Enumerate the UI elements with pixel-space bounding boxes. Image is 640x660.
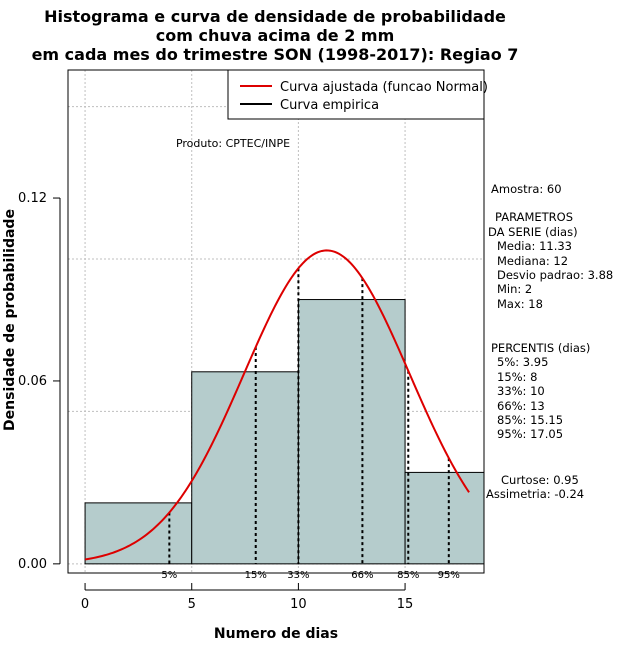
histogram-bars xyxy=(84,299,485,565)
histogram-bar xyxy=(191,371,299,565)
stat-amostra: Amostra: 60 xyxy=(491,182,562,196)
percentile-label: 95% xyxy=(438,570,460,581)
stat-media: Media: 11.33 xyxy=(497,239,572,253)
fitted-curve xyxy=(84,249,470,561)
stat-p85: 85%: 15.15 xyxy=(497,413,563,427)
percentile-label: 85% xyxy=(397,570,419,581)
product-annotation: Produto: CPTEC/INPE xyxy=(176,137,290,150)
x-tick-label: 0 xyxy=(81,597,89,612)
stats-panel: Amostra: 60 PARAMETROS DA SERIE (dias) M… xyxy=(486,182,613,501)
stat-p5: 5%: 3.95 xyxy=(497,355,548,369)
histogram-bar xyxy=(404,471,485,565)
stat-percentis-header: PERCENTIS (dias) xyxy=(491,341,590,355)
fitted-normal-curve xyxy=(84,249,470,561)
y-axis-title: Densidade de probabilidade xyxy=(2,209,18,431)
y-tick-label: 0.06 xyxy=(18,374,47,389)
percentile-label: 15% xyxy=(245,570,267,581)
chart-title-line-2: com chuva acima de 2 mm xyxy=(156,26,395,45)
stat-p15: 15%: 8 xyxy=(497,370,537,384)
stat-mediana: Mediana: 12 xyxy=(497,254,568,268)
stat-curtose: Curtose: 0.95 xyxy=(501,473,579,487)
stat-assimetria: Assimetria: -0.24 xyxy=(486,487,584,501)
percentile-label: 5% xyxy=(161,570,177,581)
y-tick-label: 0.12 xyxy=(18,191,47,206)
histogram-bar xyxy=(297,299,406,565)
x-axis-title: Numero de dias xyxy=(214,626,338,642)
stat-max: Max: 18 xyxy=(497,297,543,311)
x-tick-label: 10 xyxy=(290,597,307,612)
axes: 0 5 10 15 0.00 0.06 0.12 xyxy=(18,191,413,612)
stat-param-header-1: PARAMETROS xyxy=(495,210,573,224)
stat-p33: 33%: 10 xyxy=(497,384,545,398)
legend-label-empirical: Curva empirica xyxy=(280,98,379,113)
percentile-label: 66% xyxy=(351,570,373,581)
stat-p95: 95%: 17.05 xyxy=(497,427,563,441)
histogram-bar xyxy=(84,502,193,565)
y-tick-label: 0.00 xyxy=(18,557,47,572)
stat-p66: 66%: 13 xyxy=(497,399,545,413)
legend-box xyxy=(227,69,485,120)
x-tick-label: 15 xyxy=(397,597,414,612)
chart-title-line-3: em cada mes do trimestre SON (1998-2017)… xyxy=(32,45,519,64)
legend-label-fitted: Curva ajustada (funcao Normal) xyxy=(280,80,488,95)
stat-min: Min: 2 xyxy=(497,282,532,296)
stat-desvio: Desvio padrao: 3.88 xyxy=(497,268,613,282)
percentile-label: 33% xyxy=(287,570,309,581)
legend: Curva ajustada (funcao Normal) Curva emp… xyxy=(227,69,488,120)
stat-param-header-2: DA SERIE (dias) xyxy=(488,225,578,239)
x-tick-label: 5 xyxy=(188,597,196,612)
percentile-lines: 5% 15% 33% 66% 85% 95% xyxy=(161,268,460,581)
chart-title-line-1: Histograma e curva de densidade de proba… xyxy=(44,7,506,26)
